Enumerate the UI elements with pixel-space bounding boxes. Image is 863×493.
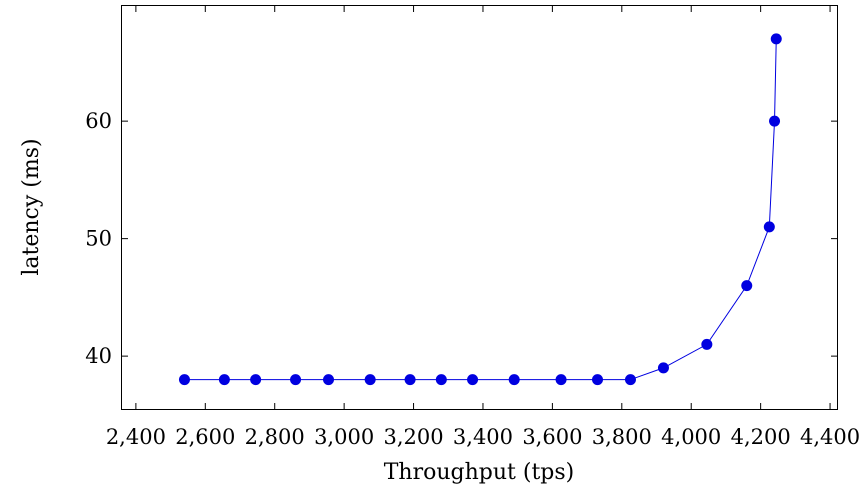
data-point — [769, 115, 781, 127]
data-point — [555, 374, 567, 386]
data-point — [624, 374, 636, 386]
x-axis-ticks: 2,400 2,600 2,800 3,000 3,200 3,400 3,600 3,800… — [106, 6, 860, 449]
data-point — [290, 374, 302, 386]
y-axis-label: latency (ms) — [19, 138, 44, 275]
x-axis-label: Throughput (tps) — [384, 460, 575, 485]
data-point — [178, 374, 190, 386]
data-point — [323, 374, 335, 386]
data-point — [364, 374, 376, 386]
data-point — [404, 374, 416, 386]
x-tick-label: 2,800 — [245, 425, 305, 449]
x-tick-label: 3,000 — [314, 425, 374, 449]
x-tick-label: 2,600 — [175, 425, 235, 449]
data-point — [250, 374, 262, 386]
y-tick-label: 50 — [85, 227, 112, 251]
data-point — [763, 221, 775, 233]
data-point — [657, 362, 669, 374]
data-point — [701, 338, 713, 350]
x-tick-label: 4,200 — [731, 425, 791, 449]
data-point — [770, 33, 782, 45]
x-tick-label: 3,200 — [383, 425, 443, 449]
y-axis-ticks: 40 50 60 — [85, 109, 837, 368]
series-line — [184, 38, 777, 381]
x-tick-label: 3,800 — [592, 425, 652, 449]
plot-frame — [121, 5, 838, 410]
y-tick-label: 40 — [85, 344, 112, 368]
x-tick-label: 2,400 — [106, 425, 166, 449]
x-tick-label: 3,600 — [522, 425, 582, 449]
data-point — [592, 374, 604, 386]
x-tick-label: 4,000 — [661, 425, 721, 449]
data-point — [435, 374, 447, 386]
x-tick-label: 4,400 — [800, 425, 860, 449]
x-tick-label: 3,400 — [453, 425, 513, 449]
data-point — [218, 374, 230, 386]
data-point — [467, 374, 479, 386]
data-points — [178, 33, 782, 386]
y-tick-label: 60 — [85, 109, 112, 133]
data-point — [741, 280, 753, 292]
data-point — [508, 374, 520, 386]
